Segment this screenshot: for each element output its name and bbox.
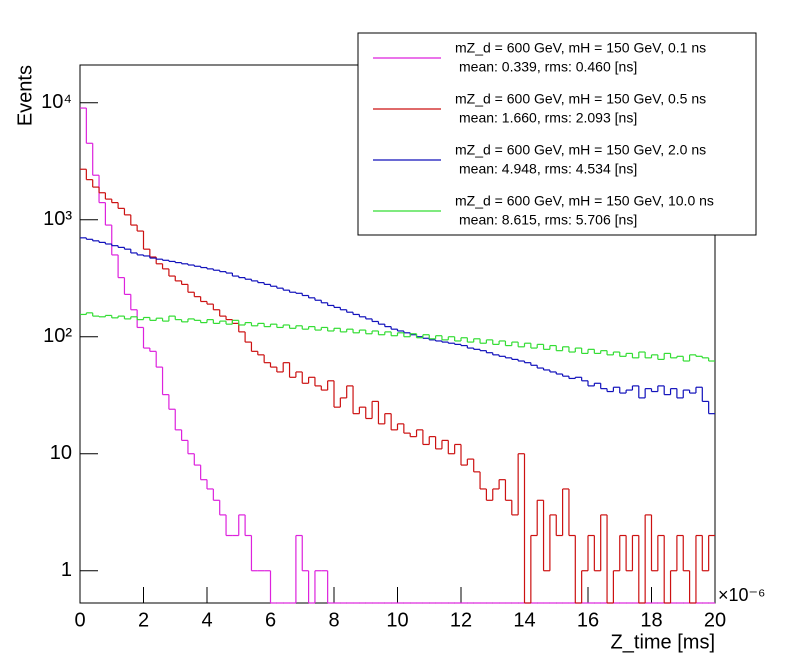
legend-stats: mean: 4.948, rms: 4.534 [ns] (459, 161, 637, 177)
step-riser (85, 169, 710, 603)
y-tick-label: 1 (61, 559, 72, 581)
legend-stats: mean: 8.615, rms: 5.706 [ns] (459, 212, 637, 228)
x-tick-label: 16 (577, 609, 599, 631)
step-riser (85, 108, 329, 603)
x-tick-label: 0 (74, 609, 85, 631)
x-tick-label: 12 (450, 609, 472, 631)
legend-label: mZ_d = 600 GeV, mH = 150 GeV, 0.5 ns (455, 91, 706, 107)
legend-label: mZ_d = 600 GeV, mH = 150 GeV, 0.1 ns (455, 40, 706, 56)
x-multiplier: ×10⁻⁶ (718, 585, 765, 605)
x-tick-label: 2 (138, 609, 149, 631)
y-tick-label: 10³ (43, 208, 72, 230)
x-tick-label: 6 (265, 609, 276, 631)
step-riser (85, 312, 710, 362)
x-tick-label: 8 (328, 609, 339, 631)
y-axis-label: Events (14, 65, 36, 126)
y-tick-label: 10 (50, 442, 72, 464)
legend-stats: mean: 0.339, rms: 0.460 [ns] (459, 59, 637, 75)
y-tick-label: 10⁴ (41, 91, 72, 113)
x-tick-label: 14 (513, 609, 535, 631)
legend-stats: mean: 1.660, rms: 2.093 [ns] (459, 110, 637, 126)
x-tick-label: 10 (386, 609, 408, 631)
x-tick-label: 18 (640, 609, 662, 631)
x-tick-label: 4 (201, 609, 212, 631)
legend-label: mZ_d = 600 GeV, mH = 150 GeV, 10.0 ns (455, 193, 714, 209)
step-riser (85, 237, 710, 414)
x-tick-label: 20 (704, 609, 726, 631)
x-axis-label: Z_time [ms] (611, 631, 715, 653)
y-tick-label: 10² (43, 325, 72, 347)
legend-box (357, 32, 757, 236)
legend-label: mZ_d = 600 GeV, mH = 150 GeV, 2.0 ns (455, 142, 706, 158)
